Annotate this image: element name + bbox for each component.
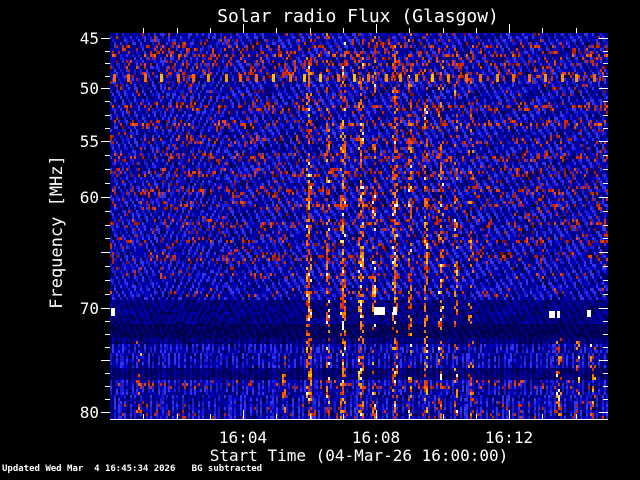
update-status-text: Updated Wed Mar 4 16:45:34 2026 BG subtr…	[2, 464, 263, 474]
y-axis-title: Frequency [MHz]	[47, 155, 67, 309]
y-tick-label: 80	[79, 403, 99, 422]
axis-tick	[509, 24, 510, 33]
y-tick-label: 55	[79, 132, 99, 151]
axis-tick	[101, 88, 110, 89]
axis-tick	[101, 141, 110, 142]
x-tick-label: 16:08	[351, 428, 401, 447]
axis-tick	[101, 38, 110, 39]
chart-title: Solar radio Flux (Glasgow)	[217, 6, 499, 27]
axis-tick	[101, 360, 110, 361]
x-axis-title: Start Time (04-Mar-26 16:00:00)	[209, 446, 509, 465]
x-tick-label: 16:04	[218, 428, 268, 447]
axis-tick	[101, 308, 110, 309]
x-tick-label: 16:12	[484, 428, 534, 447]
axis-tick	[101, 197, 110, 198]
axis-tick	[110, 419, 608, 420]
y-tick-label: 45	[79, 29, 99, 48]
spectrogram-canvas	[110, 33, 608, 419]
axis-tick	[101, 412, 110, 413]
axis-tick	[101, 252, 110, 253]
y-tick-label: 50	[79, 79, 99, 98]
